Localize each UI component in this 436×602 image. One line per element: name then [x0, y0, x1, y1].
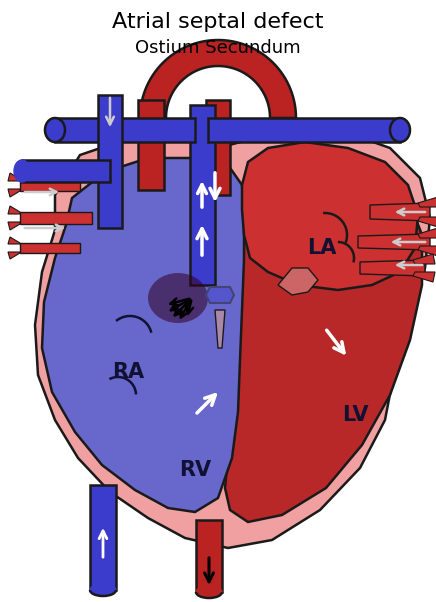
Polygon shape — [22, 160, 110, 182]
Polygon shape — [98, 95, 122, 228]
Polygon shape — [418, 228, 436, 238]
Text: Ostium Secundum: Ostium Secundum — [135, 39, 301, 57]
Text: Atrial septal defect: Atrial septal defect — [112, 12, 324, 32]
Polygon shape — [206, 287, 234, 303]
Polygon shape — [42, 158, 244, 512]
Ellipse shape — [90, 584, 116, 596]
Polygon shape — [225, 165, 422, 522]
Text: RV: RV — [179, 460, 211, 480]
Ellipse shape — [196, 586, 222, 598]
Polygon shape — [20, 179, 80, 191]
Polygon shape — [242, 142, 418, 290]
Polygon shape — [196, 520, 222, 592]
Polygon shape — [413, 272, 435, 282]
Text: LA: LA — [307, 238, 337, 258]
Polygon shape — [413, 254, 435, 264]
Polygon shape — [360, 260, 425, 276]
Polygon shape — [55, 118, 195, 142]
Polygon shape — [208, 118, 400, 142]
Ellipse shape — [14, 160, 30, 182]
Polygon shape — [35, 130, 430, 548]
Polygon shape — [215, 310, 225, 348]
Polygon shape — [138, 100, 164, 190]
Text: LV: LV — [342, 405, 368, 425]
Polygon shape — [278, 268, 318, 295]
Polygon shape — [418, 197, 436, 207]
Polygon shape — [8, 173, 20, 181]
Polygon shape — [370, 203, 430, 221]
Polygon shape — [8, 222, 20, 230]
Polygon shape — [20, 243, 80, 253]
Polygon shape — [140, 40, 296, 118]
Polygon shape — [418, 217, 436, 227]
Text: RA: RA — [112, 362, 144, 382]
Polygon shape — [418, 246, 436, 256]
Polygon shape — [8, 252, 20, 259]
Polygon shape — [8, 206, 20, 214]
Polygon shape — [8, 237, 20, 244]
Polygon shape — [206, 100, 230, 195]
Polygon shape — [20, 212, 92, 224]
Ellipse shape — [390, 118, 410, 142]
Ellipse shape — [148, 273, 208, 323]
Polygon shape — [190, 105, 215, 285]
Polygon shape — [90, 485, 116, 590]
Polygon shape — [358, 234, 430, 250]
Ellipse shape — [45, 118, 65, 142]
Polygon shape — [8, 189, 20, 197]
